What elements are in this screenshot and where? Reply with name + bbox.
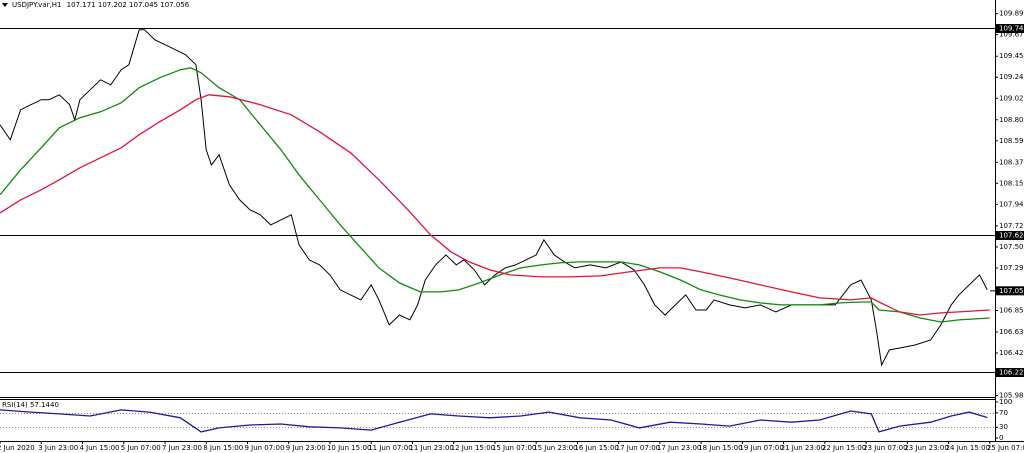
x-tick-label: 11 Jun 23:00 [409,444,453,452]
symbol: USDJPY.var,H1 [12,1,61,9]
y-tick-label: 108.370 [999,158,1024,166]
x-tick-label: 17 Jun 23:00 [657,444,701,452]
x-tick-label: 9 Jun 23:00 [286,444,326,452]
y-tick-label: 108.805 [999,116,1024,124]
x-tick-label: 22 Jun 15:00 [822,444,866,452]
x-tick-label: 15 Jun 23:00 [533,444,577,452]
series-line [0,409,988,433]
x-tick-label: 10 Jun 15:00 [327,444,371,452]
y-tick-label: 30 [999,423,1008,431]
y-tick-label: 107.940 [999,200,1024,208]
y-tick-label: 107.720 [999,222,1024,230]
y-tick-label: 100 [999,398,1012,406]
chart-header: USDJPY.var,H1 107.171 107.202 107.045 10… [2,1,190,409]
level-label-bg [996,24,1024,33]
y-tick-label: 109.675 [999,31,1024,39]
x-tick-label: 21 Jun 23:00 [781,444,825,452]
x-tick-label: 12 Jun 15:00 [451,444,495,452]
x-tick-label: 23 Jun 07:00 [863,444,907,452]
y-tick-label: 106.420 [999,349,1024,357]
rsi-title: RSI(14) 57.1440 [2,401,59,409]
y-tick-label: 109.890 [999,10,1024,18]
close: 107.056 [160,1,189,9]
series-line [0,67,990,323]
dropdown-icon [2,3,8,7]
y-tick-label: 109.455 [999,52,1024,60]
y-tick-label: 106.635 [999,328,1024,336]
level-label: 106.226 [999,369,1024,377]
y-tick-label: 108.590 [999,137,1024,145]
level-label: 109.742 [999,25,1024,33]
x-tick-label: 16 Jun 15:00 [574,444,618,452]
current-price-label: 107.056 [999,287,1024,295]
current-price-bg [996,286,1024,296]
x-tick-label: 25 Jun 07:00 [987,444,1024,452]
y-tick-label: 70 [999,409,1008,417]
level-label-bg [996,368,1024,377]
y-tick-label: 109.240 [999,73,1024,81]
x-tick-label: 11 Jun 07:00 [368,444,412,452]
x-tick-label: 4 Jun 15:00 [79,444,119,452]
high: 107.202 [98,1,127,9]
y-tick-label: 107.505 [999,243,1024,251]
level-label-bg [996,231,1024,240]
y-tick-label: 109.025 [999,94,1024,102]
x-tick-label: 15 Jun 07:00 [492,444,536,452]
x-tick-label: 23 Jun 23:00 [904,444,948,452]
x-tick-label: 24 Jun 15:00 [946,444,990,452]
x-tick-label: 3 Jun 23:00 [38,444,78,452]
y-tick-label: 107.290 [999,264,1024,272]
y-tick-label: 106.855 [999,306,1024,314]
x-tick-label: 17 Jun 07:00 [616,444,660,452]
y-tick-label: 0 [999,434,1003,442]
x-tick-label: 9 Jun 07:00 [244,444,284,452]
low: 107.045 [129,1,158,9]
open: 107.171 [67,1,96,9]
x-tick-label: 8 Jun 15:00 [203,444,243,452]
x-tick-label: 2 Jun 2020 [0,444,35,452]
x-tick-label: 5 Jun 07:00 [121,444,161,452]
x-tick-label: 18 Jun 15:00 [698,444,742,452]
y-tick-label: 105.985 [999,392,1024,400]
y-tick-label: 108.155 [999,179,1024,187]
level-label: 107.624 [999,232,1024,240]
x-tick-label: 19 Jun 07:00 [739,444,783,452]
symbol-quote: USDJPY.var,H1 107.171 107.202 107.045 10… [12,1,190,9]
x-tick-label: 7 Jun 23:00 [162,444,202,452]
series-line [0,94,990,316]
